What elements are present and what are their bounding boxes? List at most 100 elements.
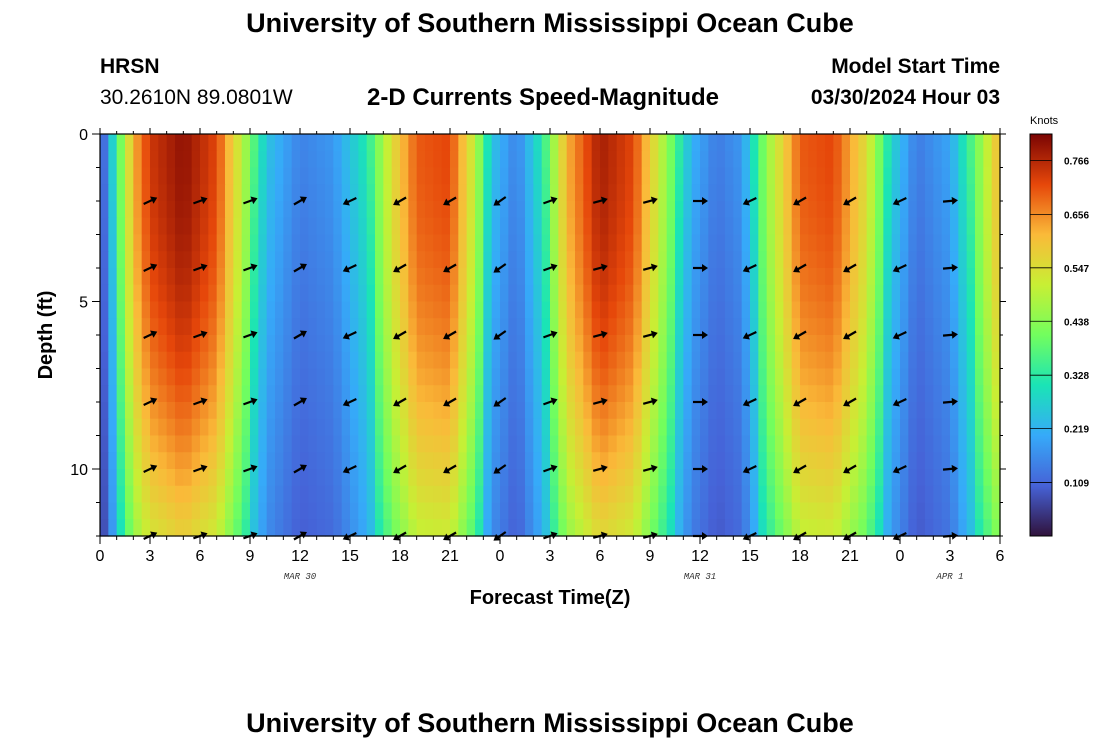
- heatmap-cell: [333, 234, 343, 252]
- heatmap-cell: [333, 469, 343, 487]
- heatmap-cell: [908, 385, 918, 403]
- heatmap-cell: [550, 167, 559, 185]
- heatmap-cell: [600, 368, 609, 386]
- heatmap-cell: [241, 134, 251, 152]
- heatmap-cell: [883, 435, 893, 453]
- heatmap-cell: [150, 385, 159, 403]
- heatmap-cell: [716, 435, 726, 453]
- heatmap-cell: [525, 301, 534, 319]
- heatmap-cell: [775, 234, 784, 252]
- heatmap-cell: [908, 452, 918, 470]
- heatmap-cell: [550, 485, 559, 504]
- heatmap-cell: [916, 201, 926, 219]
- heatmap-cell: [941, 268, 951, 286]
- heatmap-cell: [300, 134, 309, 152]
- x-tick-label: 6: [596, 548, 605, 565]
- heatmap-cell: [125, 234, 134, 252]
- heatmap-cell: [358, 335, 368, 353]
- heatmap-cell: [716, 284, 726, 303]
- heatmap-cell: [633, 234, 643, 252]
- heatmap-cell: [225, 201, 234, 219]
- heatmap-cell: [808, 318, 818, 336]
- heatmap-cell: [925, 150, 934, 169]
- heatmap-cell: [666, 469, 676, 487]
- heatmap-cell: [916, 301, 926, 319]
- heatmap-cell: [991, 335, 1001, 353]
- current-arrow: [592, 263, 608, 272]
- heatmap-cell: [691, 402, 701, 420]
- heatmap-cell: [891, 201, 901, 219]
- heatmap-cell: [966, 184, 976, 202]
- heatmap-cell: [533, 402, 543, 420]
- heatmap-cell: [783, 268, 793, 286]
- heatmap-cell: [641, 201, 651, 219]
- heatmap-cell: [758, 368, 768, 386]
- heatmap-cell: [825, 452, 834, 470]
- heatmap-cell: [158, 418, 168, 437]
- heatmap-cell: [366, 402, 376, 420]
- heatmap-cell: [366, 268, 376, 286]
- heatmap-cell: [650, 351, 659, 370]
- heatmap-cell: [175, 234, 184, 252]
- heatmap-cell: [508, 368, 518, 386]
- heatmap-cell: [166, 469, 176, 487]
- heatmap-cell: [650, 167, 659, 185]
- heatmap-cell: [491, 201, 501, 219]
- heatmap-cell: [625, 184, 634, 202]
- heatmap-cell: [875, 485, 884, 504]
- heatmap-cell: [558, 301, 568, 319]
- heatmap-cell: [600, 234, 609, 252]
- heatmap-cell: [816, 134, 826, 152]
- heatmap-cell: [808, 167, 818, 185]
- heatmap-cell: [433, 452, 443, 470]
- heatmap-cell: [216, 502, 226, 520]
- heatmap-cell: [950, 134, 959, 152]
- heatmap-cell: [141, 452, 151, 470]
- heatmap-cell: [433, 469, 443, 487]
- heatmap-cell: [575, 234, 584, 252]
- heatmap-cell: [966, 385, 976, 403]
- heatmap-cell: [908, 519, 918, 537]
- heatmap-cell: [191, 368, 201, 386]
- heatmap-cell: [900, 519, 909, 537]
- heatmap-cell: [616, 268, 626, 286]
- heatmap-cell: [141, 284, 151, 303]
- heatmap-cell: [333, 251, 343, 269]
- heatmap-cell: [858, 167, 868, 185]
- heatmap-cell: [950, 418, 959, 437]
- heatmap-cell: [966, 234, 976, 252]
- heatmap-cell: [633, 134, 643, 152]
- heatmap-cell: [966, 251, 976, 269]
- heatmap-cell: [675, 217, 684, 236]
- heatmap-cell: [125, 368, 134, 386]
- heatmap-cell: [825, 335, 834, 353]
- heatmap-cell: [791, 234, 801, 252]
- heatmap-cell: [325, 318, 334, 336]
- heatmap-cell: [450, 234, 459, 252]
- heatmap-cell: [883, 234, 893, 252]
- heatmap-cell: [575, 150, 584, 169]
- heatmap-cell: [883, 184, 893, 202]
- heatmap-cell: [550, 502, 559, 520]
- heatmap-cell: [625, 318, 634, 336]
- heatmap-cell: [991, 402, 1001, 420]
- heatmap-cell: [550, 234, 559, 252]
- heatmap-cell: [641, 368, 651, 386]
- x-tick-label: 15: [741, 548, 759, 565]
- heatmap-cell: [891, 284, 901, 303]
- heatmap-cell: [141, 251, 151, 269]
- heatmap-cell: [258, 435, 268, 453]
- heatmap-cell: [775, 217, 784, 236]
- heatmap-cell: [900, 301, 909, 319]
- heatmap-cell: [333, 201, 343, 219]
- heatmap-cell: [416, 519, 426, 537]
- heatmap-cell: [883, 368, 893, 386]
- heatmap-cell: [891, 234, 901, 252]
- heatmap-cell: [866, 452, 876, 470]
- heatmap-cell: [491, 268, 501, 286]
- heatmap-cell: [625, 301, 634, 319]
- heatmap-cell: [908, 318, 918, 336]
- heatmap-cell: [625, 402, 634, 420]
- heatmap-cell: [300, 385, 309, 403]
- heatmap-cell: [658, 469, 668, 487]
